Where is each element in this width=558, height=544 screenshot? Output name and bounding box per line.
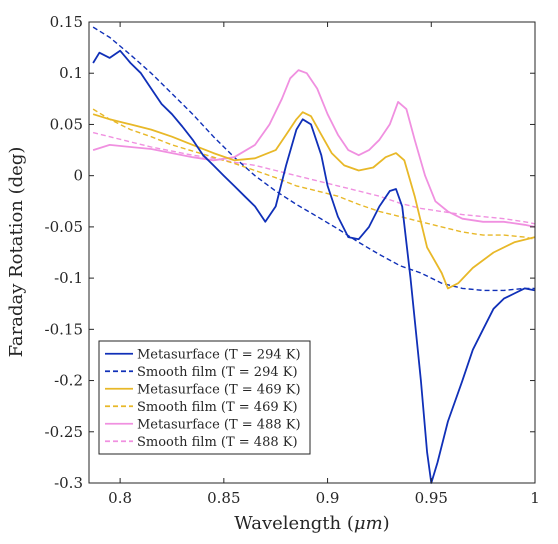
series-line-5 <box>92 131 536 225</box>
y-tick-label: 0.15 <box>50 13 83 31</box>
y-tick-label: -0.05 <box>45 218 83 236</box>
legend-label: Smooth film (T = 294 K) <box>137 365 298 380</box>
plot-frame <box>88 21 536 484</box>
ticks-layer: 0.8 0.85 0.9 0.95 1 0.15 0.1 0.05 0 -0.05 -0.1 -0.1… <box>45 13 540 507</box>
x-tick-label: 1 <box>530 489 540 507</box>
x-tick-label: 0.95 <box>415 489 448 507</box>
series-line-1 <box>92 26 535 292</box>
y-tick-label: -0.2 <box>54 372 83 390</box>
series-line-2 <box>92 111 536 290</box>
x-axis-label-prefix: Wavelength ( <box>234 513 354 534</box>
legend-label: Smooth film (T = 469 K) <box>137 400 298 415</box>
x-tick-label: 0.8 <box>108 489 132 507</box>
y-tick-label: -0.15 <box>45 320 83 338</box>
y-axis-label: Faraday Rotation (deg) <box>6 147 27 358</box>
y-tick-label: -0.1 <box>54 269 83 287</box>
y-tick-label: 0.1 <box>59 64 83 82</box>
legend-label: Metasurface (T = 469 K) <box>137 382 301 397</box>
y-tick-label: -0.3 <box>54 474 83 492</box>
legend-label: Metasurface (T = 488 K) <box>137 417 301 432</box>
series-line-4 <box>92 69 536 228</box>
x-axis-label: Wavelength (μm) <box>234 513 389 534</box>
y-tick-label: 0.05 <box>50 115 83 133</box>
legend-box <box>98 340 311 455</box>
legend: Metasurface (T = 294 K) Smooth film (T = … <box>98 340 311 455</box>
series-layer <box>92 26 536 484</box>
y-tick-label: -0.25 <box>45 423 83 441</box>
y-tick-label: 0 <box>73 167 83 185</box>
x-tick-label: 0.85 <box>207 489 240 507</box>
legend-label: Metasurface (T = 294 K) <box>137 347 301 362</box>
x-axis-label-unit: μm <box>354 513 383 534</box>
series-line-0 <box>92 49 536 484</box>
x-tick-label: 0.9 <box>316 489 340 507</box>
legend-label: Smooth film (T = 488 K) <box>137 435 298 450</box>
x-axis-label-suffix: ) <box>383 513 390 534</box>
